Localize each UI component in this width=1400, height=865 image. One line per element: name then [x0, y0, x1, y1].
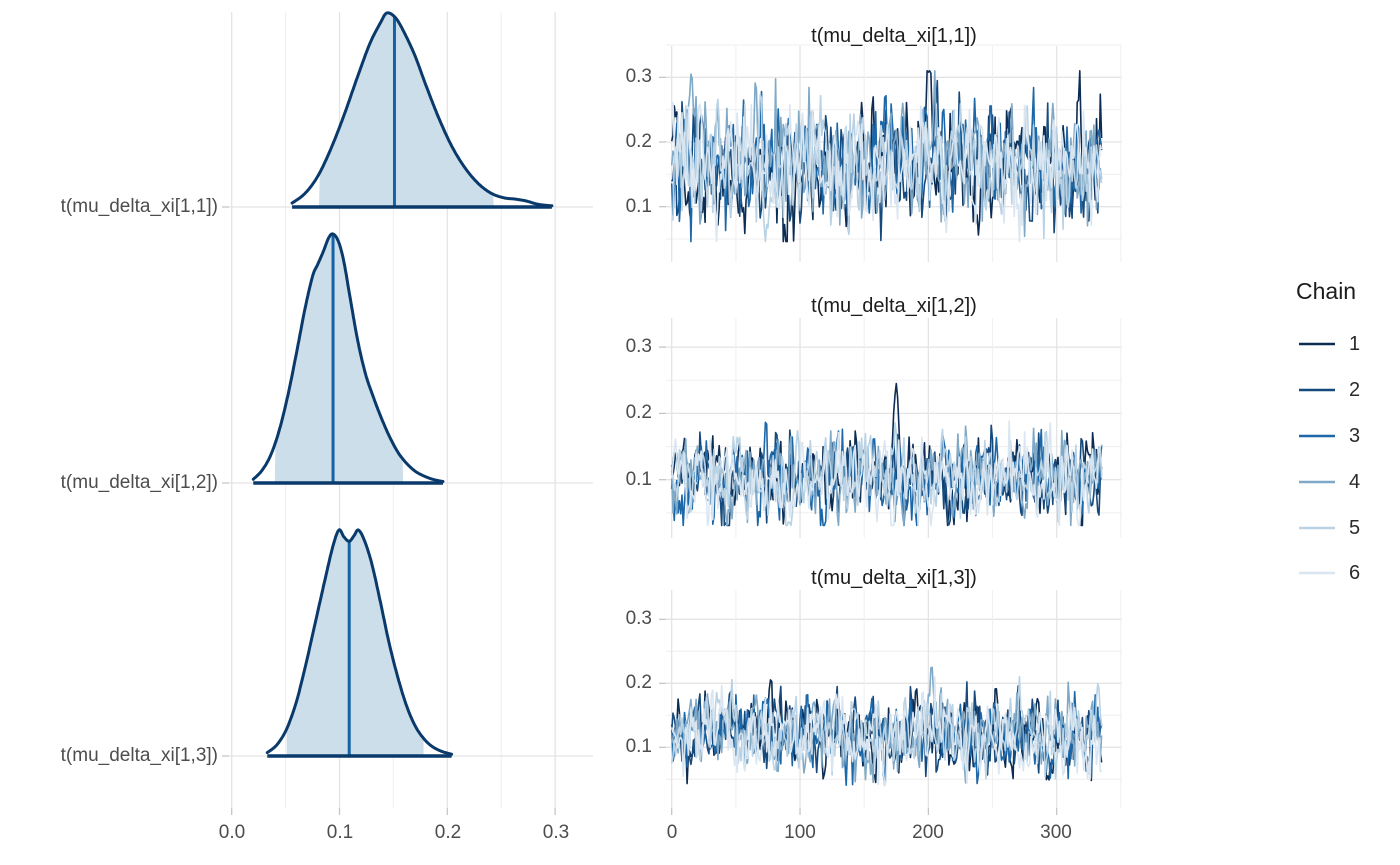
trace-x-tick-100: 100 [784, 822, 816, 843]
density-x-tick-3: 0.3 [542, 822, 570, 843]
facet-title-2: t(mu_delta_xi[1,2]) [811, 295, 977, 317]
trace2-y-tick-03: 0.3 [625, 336, 652, 357]
legend-label-3: 3 [1349, 425, 1361, 447]
trace3-y-tick-02: 0.2 [625, 672, 652, 693]
legend-title: Chain [1296, 278, 1357, 304]
legend-label-2: 2 [1349, 379, 1361, 401]
trace1-y-tick-03: 0.3 [625, 66, 652, 87]
trace-x-tick-300: 300 [1040, 822, 1072, 843]
param-label-3: t(mu_delta_xi[1,3]) [60, 745, 218, 766]
trace3-y-tick-03: 0.3 [625, 608, 652, 629]
trace-x-tick-0: 0 [666, 822, 678, 843]
density-x-tick-1: 0.1 [326, 822, 354, 843]
trace1-y-tick-02: 0.2 [625, 131, 652, 152]
density-x-tick-2: 0.2 [434, 822, 462, 843]
trace-x-tick-200: 200 [912, 822, 944, 843]
trace3-y-tick-01: 0.1 [625, 736, 652, 757]
legend-label-1: 1 [1349, 333, 1361, 355]
param-label-2: t(mu_delta_xi[1,2]) [60, 472, 218, 493]
param-label-1: t(mu_delta_xi[1,1]) [60, 196, 218, 217]
legend-label-5: 5 [1349, 517, 1361, 539]
legend-label-4: 4 [1349, 471, 1361, 493]
facet-title-3: t(mu_delta_xi[1,3]) [811, 567, 977, 589]
trace1-y-tick-01: 0.1 [625, 196, 652, 217]
trace2-y-tick-01: 0.1 [625, 469, 652, 490]
density-x-tick-0: 0.0 [218, 822, 246, 843]
facet-title-1: t(mu_delta_xi[1,1]) [811, 25, 977, 47]
legend-label-6: 6 [1349, 562, 1361, 584]
trace2-y-tick-02: 0.2 [625, 402, 652, 423]
